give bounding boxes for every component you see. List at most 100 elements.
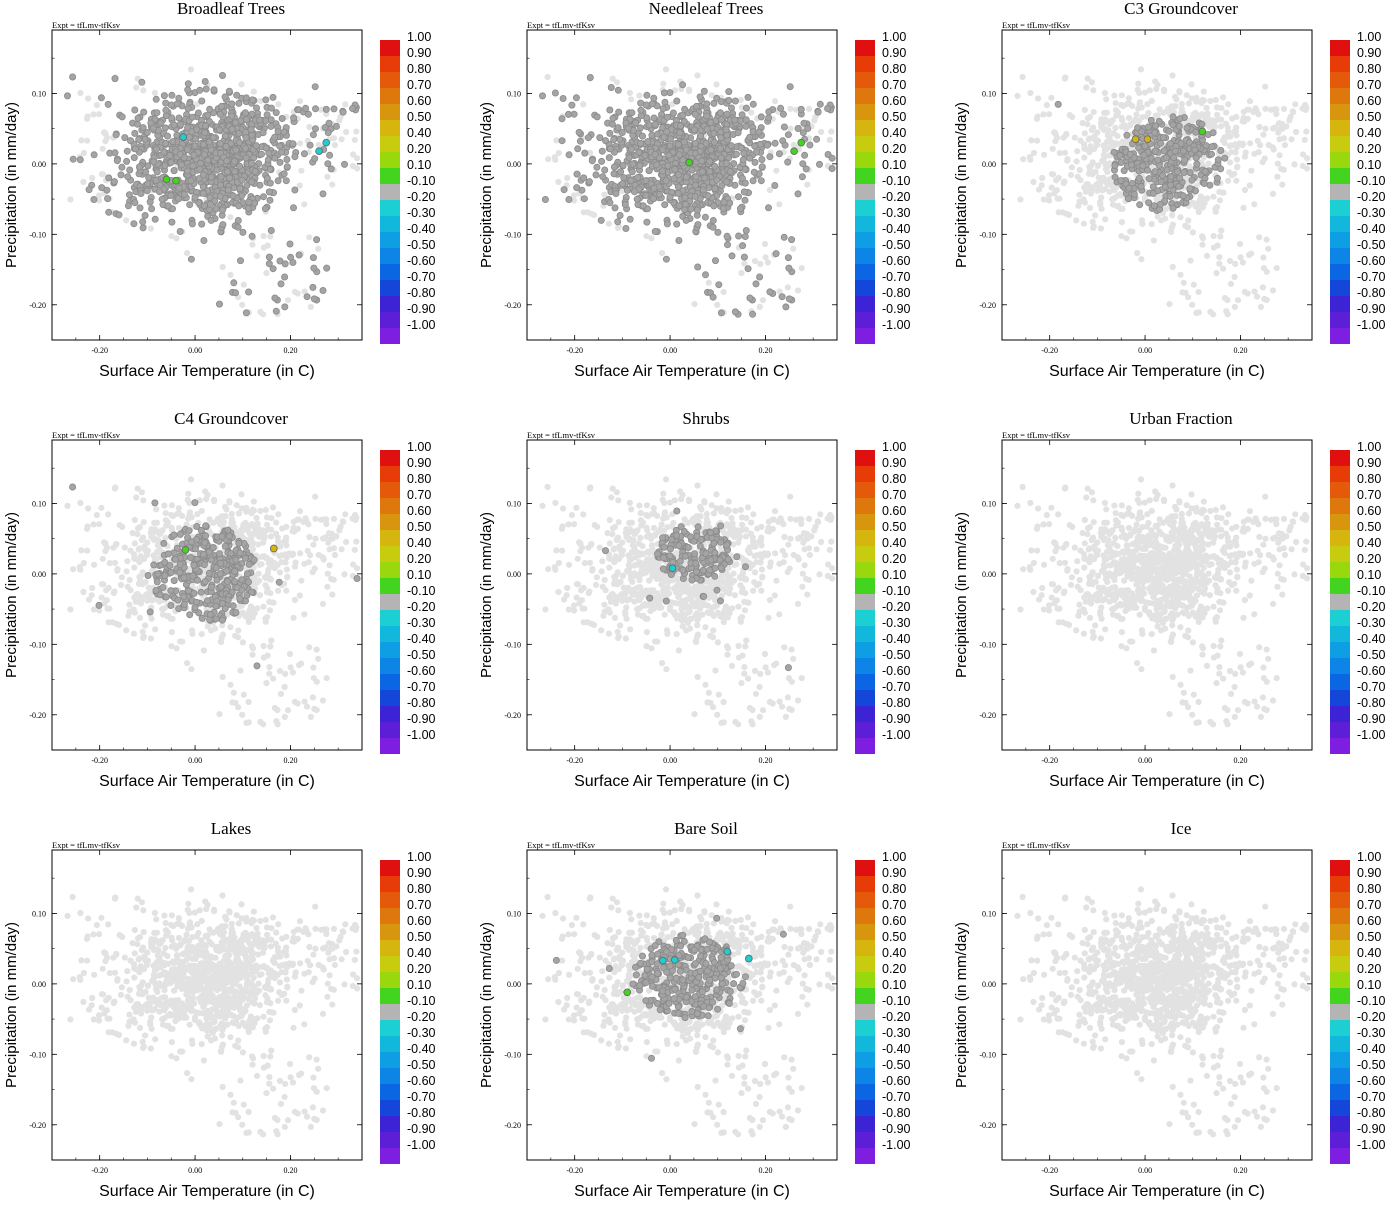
colorbar-label: 0.90 [1357, 46, 1381, 60]
point-cloud [64, 476, 360, 727]
scatter-point [1131, 191, 1137, 197]
colorbar-label: -1.00 [1357, 318, 1386, 332]
scatter-point [760, 297, 766, 303]
scatter-point [132, 107, 138, 113]
colorbar-swatch [380, 120, 400, 136]
scatter-point [138, 600, 144, 606]
scatter-point [145, 572, 151, 578]
scatter-point [98, 505, 104, 511]
scatter-point [339, 546, 345, 552]
scatter-point [1109, 196, 1115, 202]
scatter-point [640, 203, 646, 209]
scatter-point [708, 120, 714, 126]
colorbar-swatch [380, 184, 400, 200]
scatter-point [135, 115, 141, 121]
colorbar-label: -0.40 [407, 222, 436, 236]
scatter-point [670, 110, 676, 116]
scatter-point [187, 612, 193, 618]
scatter-point [187, 202, 193, 208]
scatter-point [297, 550, 303, 556]
scatter-point [327, 152, 333, 158]
scatter-point [275, 101, 281, 107]
scatter-point [1112, 125, 1118, 131]
scatter-point [688, 206, 694, 212]
scatter-point [292, 597, 298, 603]
scatter-point [224, 158, 230, 164]
scatter-point [143, 579, 149, 585]
scatter-point [795, 125, 801, 131]
scatter-point [234, 502, 240, 508]
point-cloud [539, 476, 835, 727]
scatter-point [90, 521, 96, 527]
colorbar-label: -0.80 [882, 286, 911, 300]
scatter-point [1194, 161, 1200, 167]
scatter-point [1274, 265, 1280, 271]
scatter-point [675, 190, 681, 196]
scatter-point [230, 603, 236, 609]
scatter-point [607, 107, 613, 113]
scatter-point [249, 233, 255, 239]
scatter-point [1114, 133, 1120, 139]
scatter-point [154, 579, 160, 585]
scatter-point [169, 525, 175, 531]
scatter-point [733, 151, 739, 157]
scatter-point [203, 86, 209, 92]
scatter-point [176, 95, 182, 101]
scatter-point [577, 138, 583, 144]
scatter-point [224, 568, 230, 574]
scatter-point [1218, 123, 1224, 129]
scatter-point [1050, 146, 1056, 152]
colorbar-label: -0.10 [407, 174, 436, 188]
scatter-point [1190, 229, 1196, 235]
scatter-point [282, 684, 288, 690]
scatter-point [311, 675, 317, 681]
scatter-point [1187, 186, 1193, 192]
scatter-point [747, 155, 753, 161]
scatter-point [1136, 175, 1142, 181]
colorbar-label: -0.90 [1357, 302, 1386, 316]
scatter-point [253, 143, 259, 149]
scatter-point [341, 571, 347, 577]
scatter-point [191, 562, 197, 568]
scatter-point [158, 530, 164, 536]
scatter-point [1201, 89, 1207, 95]
scatter-point [225, 187, 231, 193]
scatter-point [747, 134, 753, 140]
scatter-point [141, 519, 147, 525]
scatter-point [106, 209, 112, 215]
scatter-point [290, 141, 296, 147]
scatter-point [1027, 90, 1033, 96]
scatter-point [752, 159, 758, 165]
scatter-point [275, 511, 281, 517]
colorbar-swatch [380, 56, 400, 72]
y-tick-label: 0.10 [32, 499, 46, 508]
scatter-point [237, 596, 243, 602]
x-tick-label: 0.20 [1233, 346, 1247, 355]
scatter-point [561, 187, 567, 193]
y-tick-label: 0.10 [507, 89, 521, 98]
scatter-point [785, 284, 791, 290]
scatter-point [1185, 294, 1191, 300]
colorbar-label: -0.50 [882, 238, 911, 252]
scatter-point [829, 165, 835, 171]
scatter-point [181, 191, 187, 197]
scatter-point [233, 147, 239, 153]
colorbar-label: -0.30 [407, 616, 436, 630]
scatter-point [277, 159, 283, 165]
scatter-point [1152, 169, 1158, 175]
scatter-point [237, 163, 243, 169]
colorbar-swatch [380, 498, 400, 514]
scatter-point [599, 158, 605, 164]
colorbar-swatch [1330, 280, 1350, 296]
scatter-point [1262, 126, 1268, 132]
scatter-point [268, 637, 274, 643]
scatter-point [559, 138, 565, 144]
scatter-point [662, 202, 668, 208]
scatter-point [1240, 259, 1246, 265]
scatter-point [175, 196, 181, 202]
scatter-point [1096, 175, 1102, 181]
scatter-point [1135, 81, 1141, 87]
scatter-point [787, 106, 793, 112]
colorbar-swatch [380, 216, 400, 232]
